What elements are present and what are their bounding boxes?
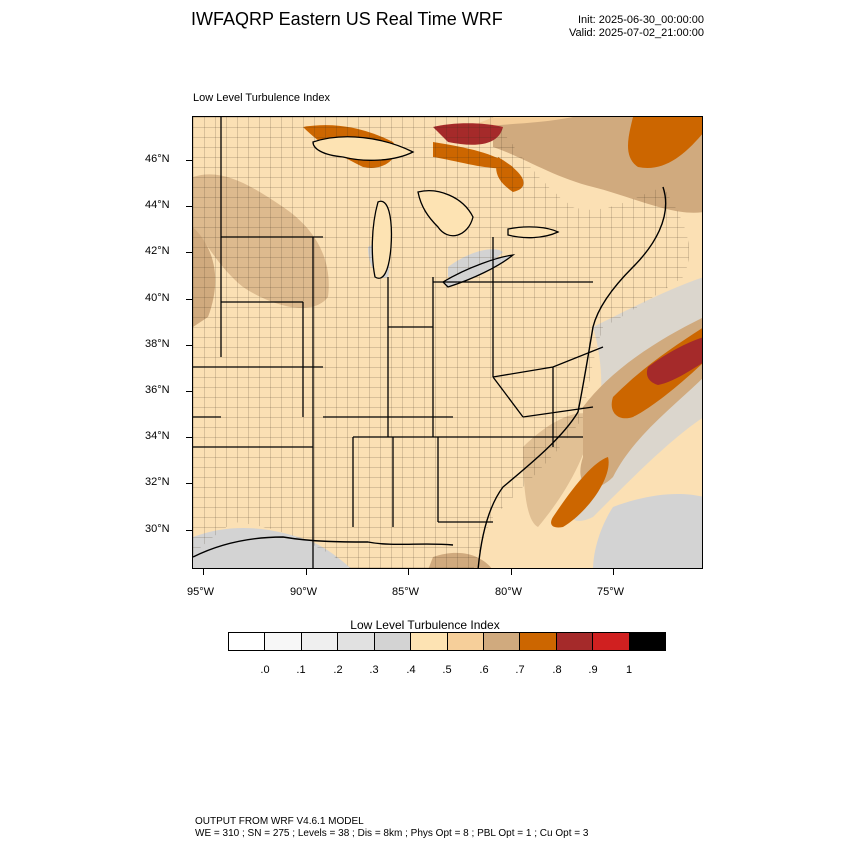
- gulf-coastline: [193, 536, 454, 558]
- colorbar-label: .1: [296, 664, 306, 676]
- lat-label-32: 32°N: [145, 476, 170, 488]
- model-info: OUTPUT FROM WRF V4.6.1 MODEL WE = 310 ; …: [195, 816, 588, 840]
- colorbar-label: .8: [552, 664, 562, 676]
- lat-label-36: 36°N: [145, 384, 170, 396]
- lon-label-85: 85°W: [392, 586, 420, 598]
- colorbar: [228, 632, 666, 651]
- atlantic-coastline: [477, 186, 667, 568]
- colorbar-label: .2: [333, 664, 343, 676]
- lat-label-42: 42°N: [145, 245, 170, 257]
- field-gulf-gray: [193, 527, 351, 568]
- lon-label-95: 95°W: [187, 586, 215, 598]
- lake-ontario: [507, 226, 560, 239]
- colorbar-swatch: [411, 633, 448, 650]
- colorbar-swatch: [447, 633, 484, 650]
- lat-tick: [186, 391, 192, 392]
- colorbar-swatch: [520, 633, 557, 650]
- map-panel: [192, 116, 703, 569]
- lon-tick: [511, 569, 512, 575]
- lat-tick: [186, 483, 192, 484]
- colorbar-swatch: [556, 633, 594, 650]
- lon-label-80: 80°W: [495, 586, 523, 598]
- colorbar-label: .7: [515, 664, 525, 676]
- lon-label-75: 75°W: [597, 586, 625, 598]
- lon-tick: [408, 569, 409, 575]
- lat-tick: [186, 437, 192, 438]
- lake-michigan: [371, 200, 393, 279]
- lat-label-34: 34°N: [145, 430, 170, 442]
- county-boundaries: [193, 117, 690, 568]
- valid-time: Valid: 2025-07-02_21:00:00: [569, 27, 704, 39]
- lon-tick: [613, 569, 614, 575]
- colorbar-swatch: [265, 633, 302, 650]
- plot-title: IWFAQRP Eastern US Real Time WRF: [191, 9, 503, 29]
- lon-tick: [306, 569, 307, 575]
- colorbar-swatch: [483, 633, 521, 650]
- colorbar-label: .3: [369, 664, 379, 676]
- lat-tick: [186, 206, 192, 207]
- lat-label-46: 46°N: [145, 153, 170, 165]
- lon-label-90: 90°W: [290, 586, 318, 598]
- turbulence-map: [193, 117, 702, 568]
- colorbar-label: .0: [260, 664, 270, 676]
- colorbar-title: Low Level Turbulence Index: [350, 618, 500, 632]
- lat-tick: [186, 345, 192, 346]
- lat-tick: [186, 160, 192, 161]
- timestamp-block: Init: 2025-06-30_00:00:00 Valid: 2025-07…: [569, 14, 704, 40]
- colorbar-swatch: [374, 633, 412, 650]
- lat-label-44: 44°N: [145, 199, 170, 211]
- lat-label-40: 40°N: [145, 292, 170, 304]
- colorbar-swatch: [301, 633, 339, 650]
- colorbar-label: .6: [479, 664, 489, 676]
- lat-label-30: 30°N: [145, 523, 170, 535]
- lat-tick: [186, 530, 192, 531]
- colorbar-label: 1: [625, 664, 633, 676]
- colorbar-label: .4: [406, 664, 416, 676]
- colorbar-swatch: [229, 633, 266, 650]
- colorbar-swatch: [593, 633, 630, 650]
- lake-superior: [312, 136, 415, 161]
- lat-tick: [186, 299, 192, 300]
- colorbar-label: .5: [442, 664, 452, 676]
- init-time: Init: 2025-06-30_00:00:00: [578, 14, 704, 26]
- model-config: WE = 310 ; SN = 275 ; Levels = 38 ; Dis …: [195, 828, 589, 839]
- colorbar-label: .9: [588, 664, 598, 676]
- lon-tick: [203, 569, 204, 575]
- colorbar-swatch: [338, 633, 375, 650]
- state-boundaries: [193, 117, 604, 568]
- lat-label-38: 38°N: [145, 338, 170, 350]
- field-atlantic-red: [646, 337, 702, 385]
- lat-tick: [186, 252, 192, 253]
- lake-huron: [417, 190, 474, 237]
- colorbar-swatch: [629, 633, 666, 650]
- model-version: OUTPUT FROM WRF V4.6.1 MODEL: [195, 816, 364, 827]
- map-subtitle: Low Level Turbulence Index: [193, 92, 330, 104]
